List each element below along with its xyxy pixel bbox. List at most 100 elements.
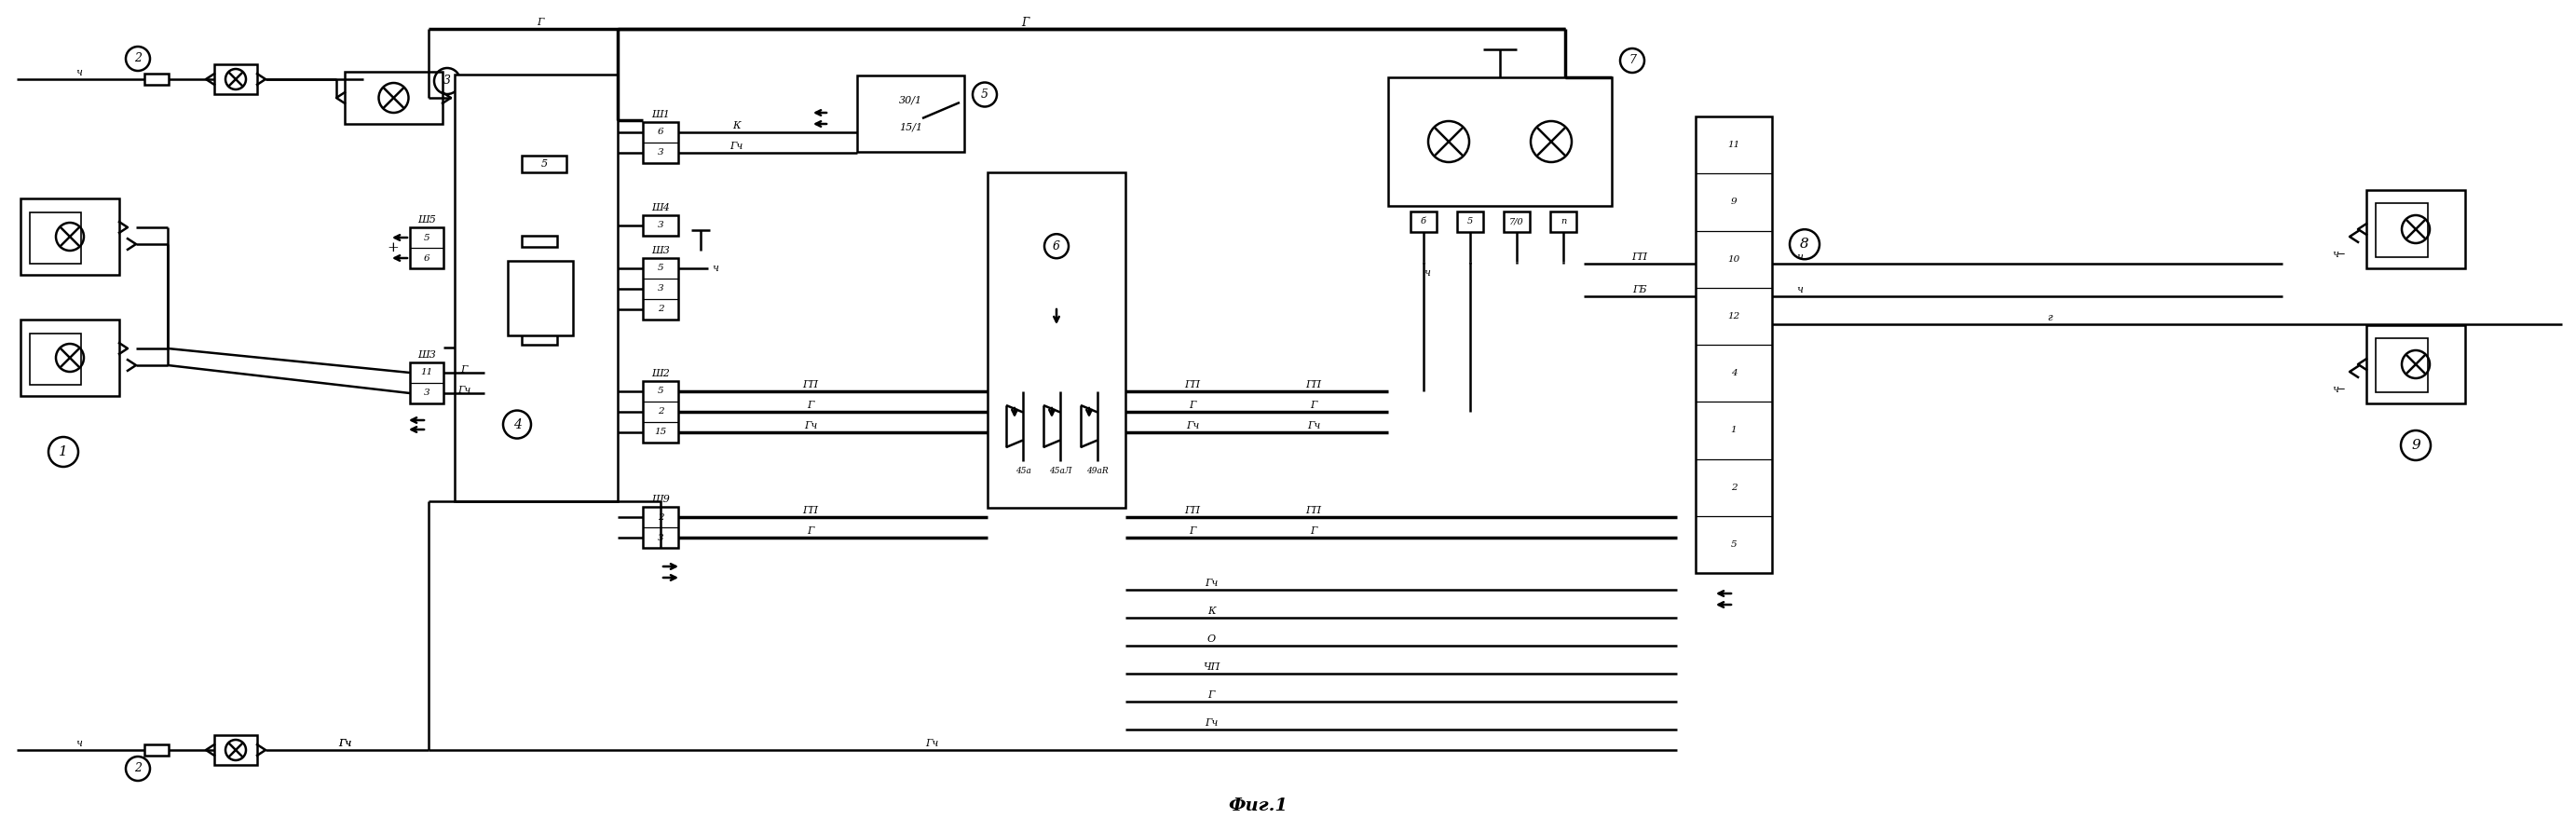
Text: Г: Г [461, 365, 466, 374]
Text: К: К [732, 121, 739, 131]
Text: 45а: 45а [1015, 466, 1030, 475]
Text: 6: 6 [422, 254, 430, 262]
Text: 3: 3 [657, 149, 665, 157]
Text: 2: 2 [657, 408, 665, 416]
Text: 1: 1 [59, 445, 67, 458]
Text: 3: 3 [657, 221, 665, 230]
Bar [523, 156, 567, 172]
Text: 5: 5 [981, 88, 989, 101]
Text: 7: 7 [1628, 55, 1636, 67]
Text: ч: ч [1795, 252, 1803, 262]
Text: 4: 4 [513, 418, 520, 431]
Text: 9: 9 [2411, 438, 2421, 452]
Text: Гч: Гч [729, 141, 742, 151]
Text: ГП: ГП [1185, 380, 1200, 389]
Text: Г: Г [1020, 17, 1028, 28]
Bar [2375, 203, 2427, 257]
Bar [214, 735, 258, 765]
Text: 8: 8 [1801, 238, 1808, 250]
Bar [2367, 325, 2465, 404]
Text: Г: Г [1311, 401, 1316, 410]
Text: Ш3: Ш3 [417, 350, 435, 359]
Bar [410, 227, 443, 269]
Text: Г: Г [1208, 691, 1213, 700]
Bar [144, 745, 167, 755]
Text: К: К [1208, 607, 1216, 616]
Text: Гч: Гч [337, 739, 350, 748]
Bar [144, 73, 167, 85]
Bar [523, 235, 556, 247]
Bar [644, 507, 677, 547]
Text: 5: 5 [422, 234, 430, 242]
Text: 15/1: 15/1 [899, 123, 922, 132]
Text: +: + [386, 241, 399, 255]
Bar [644, 122, 677, 163]
Text: ГП: ГП [804, 380, 819, 389]
Text: 11: 11 [420, 369, 433, 377]
Text: ч: ч [75, 68, 82, 77]
Text: ГП: ГП [1306, 380, 1321, 389]
Bar [31, 334, 80, 384]
Text: Г: Г [1190, 527, 1195, 536]
Bar [21, 199, 118, 275]
Text: 3: 3 [422, 389, 430, 398]
Bar [644, 381, 677, 443]
Bar [1412, 211, 1437, 232]
Text: Ш3: Ш3 [652, 246, 670, 255]
Text: 1: 1 [1731, 426, 1736, 434]
Text: Ш1: Ш1 [652, 110, 670, 119]
Text: ЧП: ЧП [1203, 662, 1218, 671]
Text: б: б [1422, 217, 1427, 226]
Text: ч: ч [75, 739, 82, 748]
Text: 3: 3 [657, 285, 665, 293]
Bar [644, 258, 677, 319]
Text: г: г [2048, 313, 2053, 322]
Bar [1458, 211, 1484, 232]
Text: Гч: Гч [1185, 421, 1200, 430]
Text: 5: 5 [657, 387, 665, 395]
Text: ч: ч [1425, 269, 1430, 278]
Bar [2375, 338, 2427, 392]
Text: О: О [1208, 635, 1216, 644]
Text: п: п [1561, 217, 1566, 226]
Text: ГП: ГП [1306, 506, 1321, 515]
Text: Г: Г [806, 401, 814, 410]
Bar [2367, 190, 2465, 269]
Text: Гч: Гч [459, 386, 471, 395]
Bar [507, 261, 572, 335]
Bar [644, 215, 677, 235]
Text: 2: 2 [657, 305, 665, 314]
Text: Г: Г [806, 527, 814, 536]
Text: Ш9: Ш9 [652, 495, 670, 504]
Text: 11: 11 [1728, 141, 1739, 149]
Text: ч─: ч─ [2331, 384, 2344, 394]
Text: 3: 3 [443, 75, 451, 87]
Text: Гч: Гч [1206, 718, 1218, 728]
Bar [858, 76, 963, 152]
Text: Ш5: Ш5 [417, 215, 435, 225]
Text: ч─: ч─ [2331, 250, 2344, 259]
Text: 6: 6 [1054, 240, 1061, 252]
Text: Г: Г [536, 17, 544, 27]
Text: 6: 6 [657, 128, 665, 136]
Text: ч: ч [1795, 285, 1803, 295]
Bar [1388, 77, 1613, 206]
Text: 2: 2 [657, 513, 665, 522]
Bar [31, 212, 80, 264]
Text: 15: 15 [654, 428, 667, 437]
Text: ГП: ГП [1185, 506, 1200, 515]
Text: 5: 5 [657, 264, 665, 273]
Text: 2: 2 [134, 52, 142, 65]
Text: Гч: Гч [925, 739, 938, 748]
Text: 10: 10 [1728, 255, 1739, 263]
Bar [523, 334, 556, 344]
Bar [1695, 116, 1772, 573]
Text: ч: ч [714, 264, 719, 273]
Bar [453, 75, 618, 501]
Text: 9: 9 [1731, 198, 1736, 206]
Text: Ш4: Ш4 [652, 203, 670, 212]
Text: Фиг.1: Фиг.1 [1229, 798, 1288, 815]
Text: 4: 4 [1731, 369, 1736, 378]
Text: 5: 5 [1731, 540, 1736, 548]
Text: 30/1: 30/1 [899, 95, 922, 105]
